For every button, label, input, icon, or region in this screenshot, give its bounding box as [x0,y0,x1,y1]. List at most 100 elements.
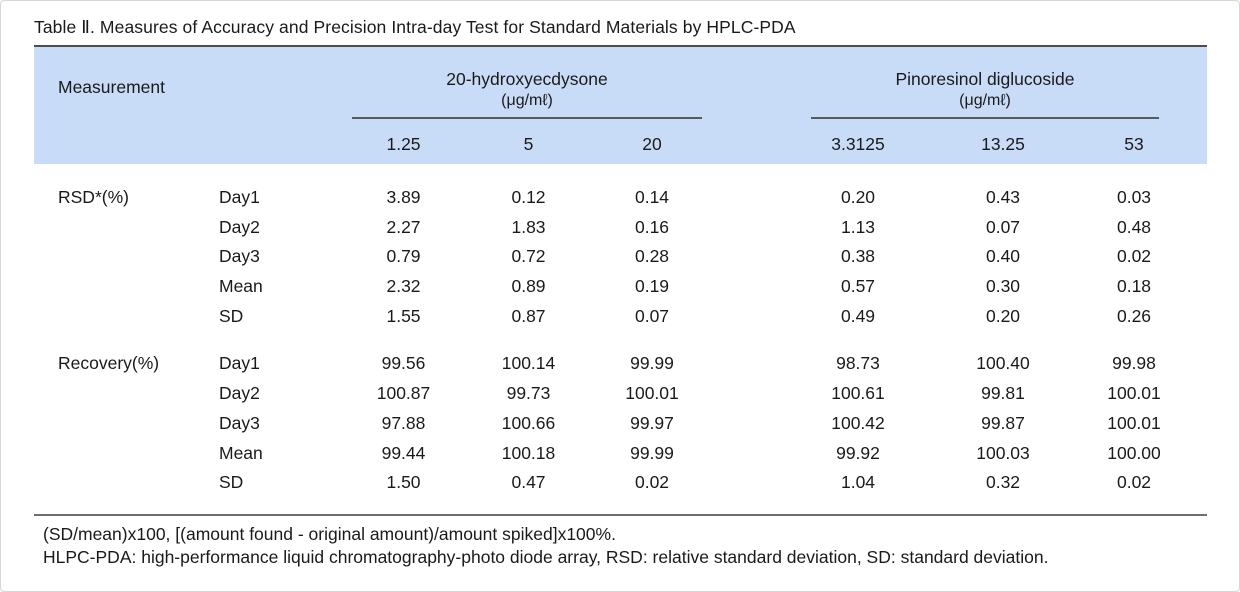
table-row: SD 1.55 0.87 0.07 0.49 0.20 0.26 [34,302,1207,332]
value-cell: 0.47 [511,472,546,493]
value-cell: 3.89 [386,187,421,207]
day-label-cell: Mean [219,442,263,463]
concentration-header: 53 [1124,134,1144,154]
value-cell: 0.26 [1116,305,1152,326]
measurement-label-cell [34,213,216,243]
value-cell: 0.19 [634,276,670,297]
table-header: Measurement 20-hydroxyecdysone (μg/mℓ) P… [34,47,1207,164]
value-cell: 99.92 [836,442,880,463]
value-cell: 99.87 [981,412,1025,433]
value-cell: 100.00 [1107,442,1161,463]
spacer-cell [34,134,216,155]
value-cell: 1.50 [386,472,421,493]
measurement-column-header: Measurement [58,77,165,97]
value-cell: 2.27 [386,216,421,237]
group-unit: (μg/mℓ) [501,92,553,109]
day-label-cell: Day2 [219,216,260,237]
value-cell: 0.32 [985,472,1021,493]
value-cell: 0.14 [634,187,670,207]
concentration-header: 1.25 [386,134,421,154]
table-row: SD 1.50 0.47 0.02 1.04 0.32 0.02 [34,468,1207,498]
value-cell: 0.49 [840,305,876,326]
group-underline-right [811,117,1159,119]
value-cell: 0.30 [985,276,1021,297]
group-header-20-hydroxyecdysone: 20-hydroxyecdysone (μg/mℓ) [352,68,702,112]
day-label-cell: Day3 [219,412,260,433]
value-cell: 99.81 [981,383,1025,404]
value-cell: 100.01 [1107,412,1161,433]
value-cell: 99.56 [381,353,426,374]
section-recovery: Recovery(%) Day1 99.56 100.14 99.99 98.73 100.… [34,349,1207,497]
concentration-header: 13.25 [981,134,1025,154]
concentration-header-row: 1.25 5 20 3.3125 13.25 53 [34,134,1207,155]
value-cell: 0.02 [1116,246,1152,267]
value-cell: 100.87 [376,383,431,404]
value-cell: 99.98 [1112,353,1156,374]
value-cell: 0.20 [985,305,1021,326]
value-cell: 0.12 [511,187,546,207]
table-row: Recovery(%) Day1 99.56 100.14 99.99 98.73 100.… [34,349,1207,379]
group-gap-cell [713,134,771,155]
value-cell: 0.16 [634,216,670,237]
group-gap-cell [713,349,771,379]
measurement-label-cell [34,272,216,302]
value-cell: 0.18 [1116,276,1152,297]
value-cell: 100.14 [501,353,556,374]
group-gap-cell [713,183,771,213]
group-unit: (μg/mℓ) [959,92,1011,109]
title-rule [34,45,1207,47]
day-label-cell: Day1 [219,187,260,207]
table-row: Mean 99.44 100.18 99.99 99.92 100.03 100.00 [34,439,1207,469]
value-cell: 99.97 [630,412,674,433]
concentration-header: 20 [642,134,662,154]
value-cell: 100.42 [831,412,885,433]
group-name: Pinoresinol diglucoside [895,69,1075,89]
value-cell: 1.83 [511,216,546,237]
value-cell: 100.40 [976,353,1030,374]
value-cell: 0.20 [840,187,876,207]
group-underline-left [352,117,702,119]
value-cell: 0.02 [1116,472,1152,493]
value-cell: 0.87 [511,305,546,326]
value-cell: 0.79 [386,246,421,267]
table-body: RSD*(%) Day1 3.89 0.12 0.14 0.20 0.43 0.03 Day2 2… [34,183,1207,498]
bottom-rule [34,513,1207,516]
footnote-formula: (SD/mean)x100, [(amount found - original… [43,523,616,544]
section-rsd: RSD*(%) Day1 3.89 0.12 0.14 0.20 0.43 0.03 Day2 2… [34,183,1207,331]
table-row: Day2 2.27 1.83 0.16 1.13 0.07 0.48 [34,213,1207,243]
value-cell: 97.88 [381,412,426,433]
value-cell: 100.01 [1107,383,1161,404]
day-label-cell: Mean [219,276,263,297]
day-label-cell: Day2 [219,383,260,404]
value-cell: 0.43 [985,187,1021,207]
value-cell: 1.04 [840,472,876,493]
value-cell: 0.57 [840,276,876,297]
group-gap-cell [713,379,771,409]
day-label-cell: SD [219,305,244,326]
value-cell: 0.07 [634,305,670,326]
measurement-label-cell [34,468,216,498]
value-cell: 100.01 [625,383,679,404]
value-cell: 100.03 [976,442,1030,463]
value-cell: 0.40 [985,246,1021,267]
table-row: Day3 97.88 100.66 99.97 100.42 99.87 100.01 [34,409,1207,439]
value-cell: 0.72 [511,246,546,267]
value-cell: 2.32 [386,276,421,297]
value-cell: 99.44 [381,442,426,463]
value-cell: 0.03 [1116,187,1152,207]
value-cell: 1.13 [840,216,876,237]
group-gap-cell [713,439,771,469]
concentration-header: 3.3125 [831,134,885,154]
value-cell: 1.55 [386,305,421,326]
value-cell: 98.73 [836,353,880,374]
value-cell: 99.99 [630,353,674,374]
value-cell: 99.73 [506,383,551,404]
table-row: Mean 2.32 0.89 0.19 0.57 0.30 0.18 [34,272,1207,302]
value-cell: 0.89 [511,276,546,297]
group-gap-cell [713,272,771,302]
value-cell: 0.48 [1116,216,1152,237]
measurement-label-cell [34,409,216,439]
measurement-label-cell [34,242,216,272]
footnotes: (SD/mean)x100, [(amount found - original… [34,516,1207,569]
footnote-abbreviations: HLPC-PDA: high-performance liquid chroma… [43,546,1049,567]
